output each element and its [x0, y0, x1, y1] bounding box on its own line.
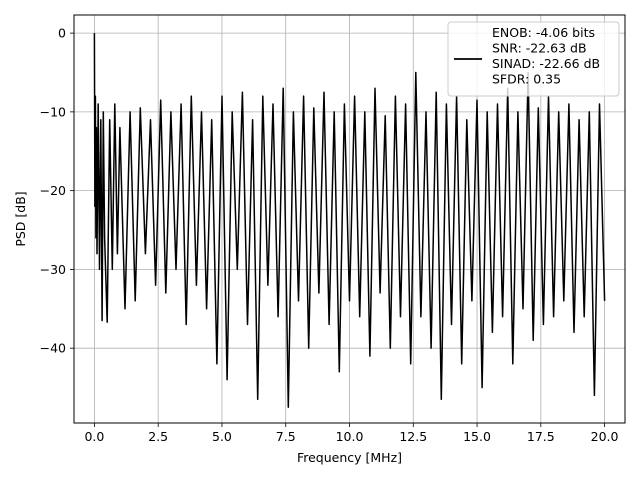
y-tick-label: 0	[58, 26, 66, 41]
psd-line	[93, 33, 606, 408]
legend-entry: SNR: -22.63 dB	[492, 41, 587, 56]
x-tick-label: 0.0	[84, 429, 104, 444]
x-tick-label: 17.5	[527, 429, 555, 444]
y-tick-label: −40	[40, 341, 66, 356]
x-tick-label: 10.0	[336, 429, 364, 444]
x-tick-label: 7.5	[276, 429, 296, 444]
legend-entry: SINAD: -22.66 dB	[492, 56, 600, 71]
x-tick-label: 5.0	[212, 429, 232, 444]
y-tick-label: −10	[40, 104, 66, 119]
x-tick-label: 2.5	[148, 429, 168, 444]
y-axis-label: PSD [dB]	[13, 191, 28, 246]
series-layer	[93, 33, 606, 408]
y-tick-label: −20	[40, 183, 66, 198]
legend-box	[447, 21, 620, 97]
legend-entry: ENOB: -4.06 bits	[492, 25, 595, 40]
legend-entry: SFDR: 0.35	[492, 72, 561, 87]
x-tick-label: 20.0	[591, 429, 619, 444]
y-tick-label: −30	[40, 262, 66, 277]
x-tick-label: 15.0	[463, 429, 491, 444]
x-tick-label: 12.5	[399, 429, 427, 444]
x-axis-label: Frequency [MHz]	[297, 450, 402, 465]
tick-layer: 0.0 2.5 5.0 7.5 10.0 12.5 15.0 17.5 20.0 0 −10 −20 −…	[40, 26, 619, 444]
